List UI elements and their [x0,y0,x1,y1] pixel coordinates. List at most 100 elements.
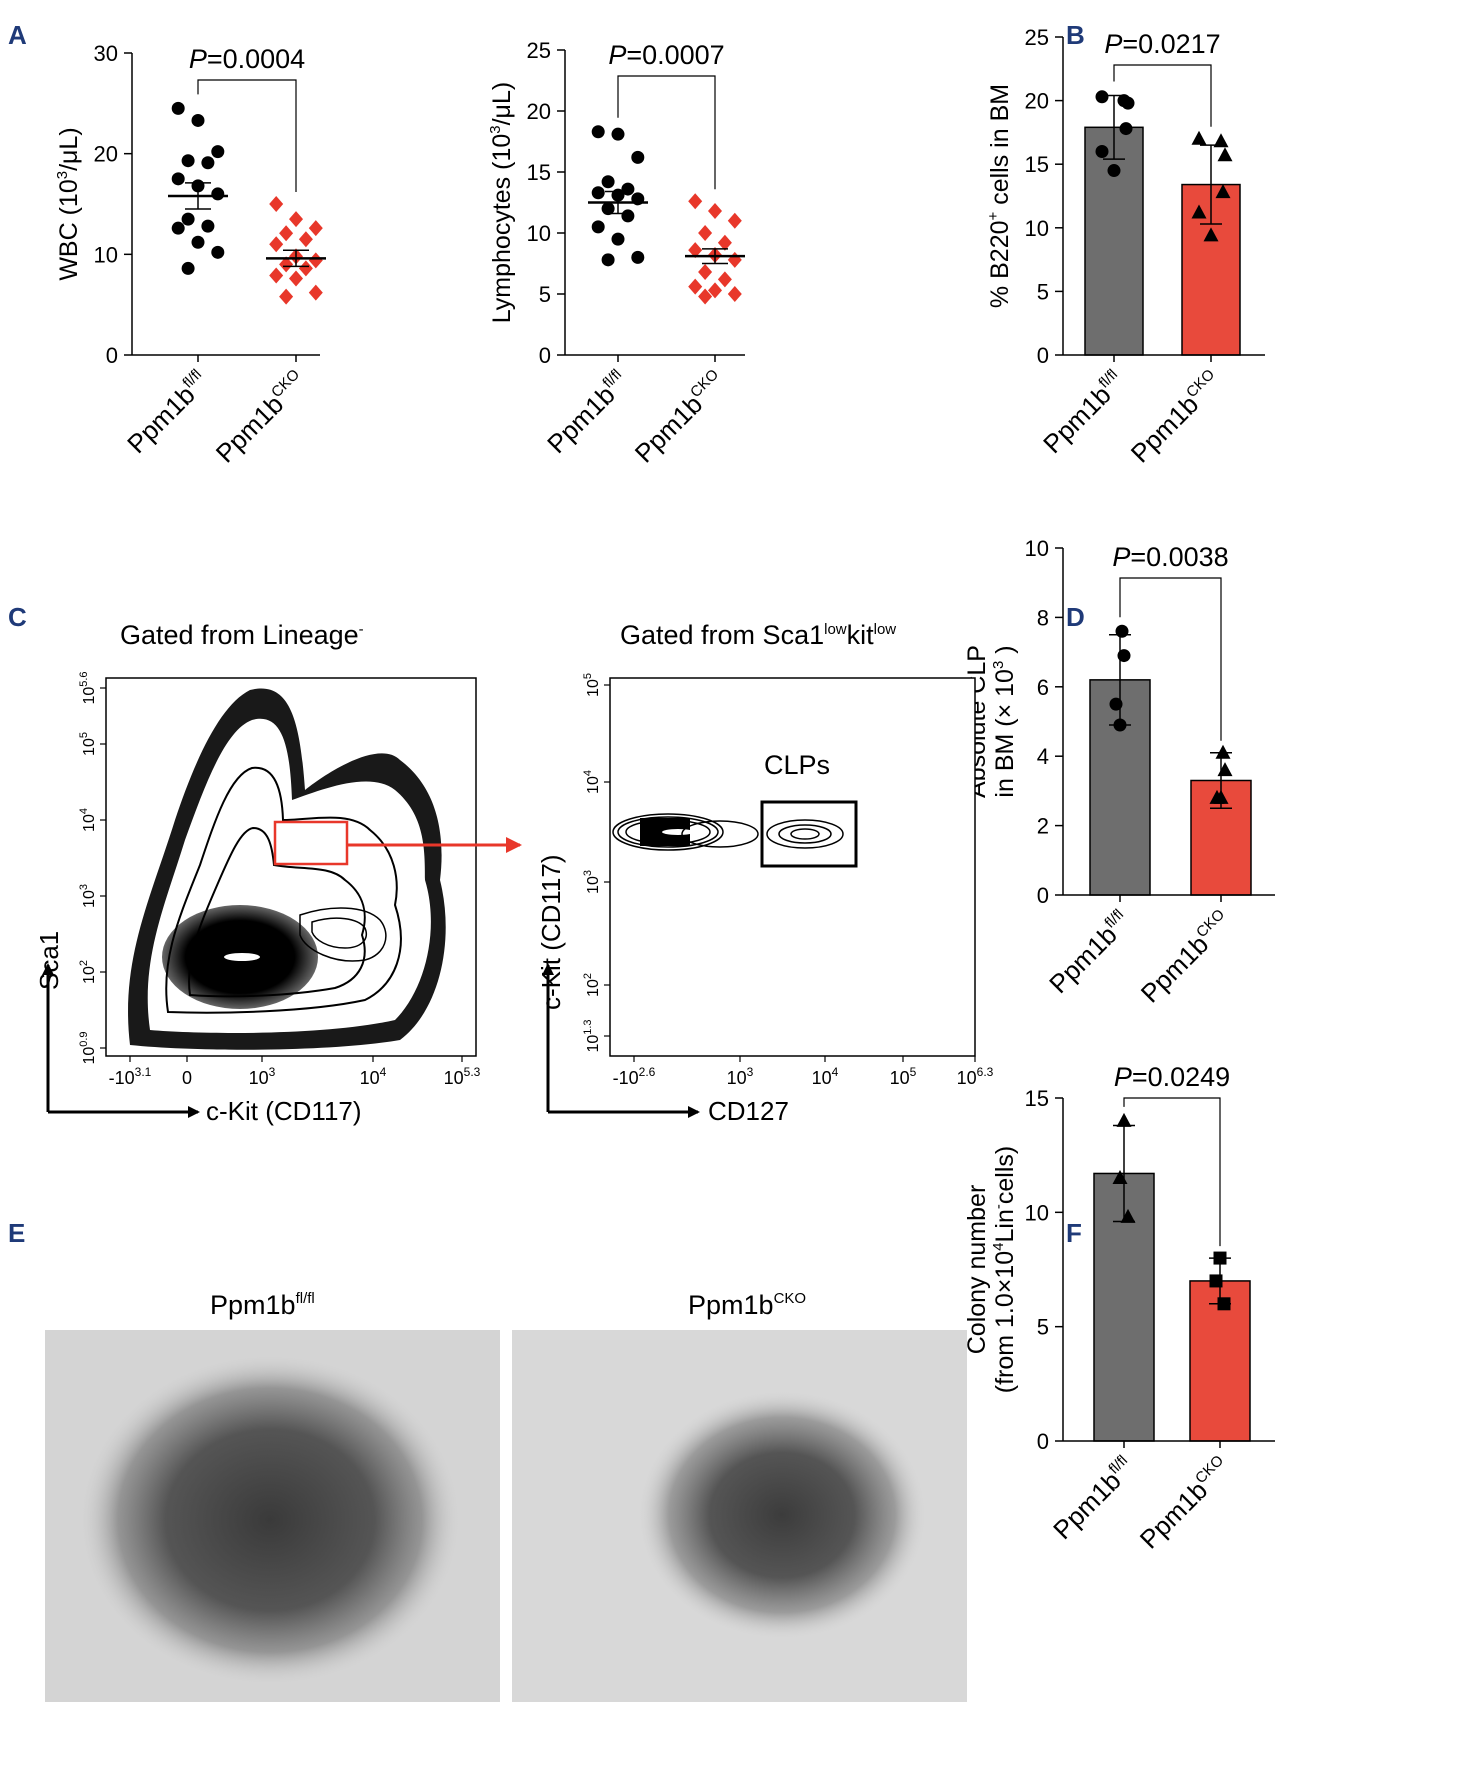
clp-gate-label: CLPs [764,750,830,780]
colony-image-wt [45,1330,500,1702]
y-tick-label: 15 [527,160,551,185]
data-point [181,261,195,275]
data-point [1115,624,1129,638]
data-point [1107,164,1121,178]
panel-label-d: D [1066,602,1085,632]
data-point [1095,90,1109,104]
y-tick-label: 10 [94,242,118,267]
y-tick-label: 30 [94,41,118,66]
data-point [717,271,732,288]
y-tick-label: 103 [582,870,602,894]
bar-wt [1084,126,1144,356]
y-axis-label-line1: Colony number [963,1185,991,1355]
category-label-cko: Ppm1bCKO [1134,1452,1236,1554]
data-point [1191,204,1207,219]
y-tick-label: 20 [1025,89,1049,114]
y-tick-label: 102 [582,973,602,997]
flow-left-plot: Gated from Lineage- -103.1 0 103 104 105.3 10… [34,620,481,1126]
flow-right-ticks: -102.6 103 104 105 106.3 101.3 102 103 104 105 [582,673,994,1088]
category-label-cko: Ppm1bCKO [210,366,312,468]
category-label-cko: Ppm1bCKO [1135,906,1237,1008]
significance-bracket [1119,577,1222,741]
panel-label-c: C [8,602,27,632]
data-point [171,101,185,115]
category-label-wt: Ppm1bfl/fl [1043,906,1136,999]
data-point [631,150,645,164]
significance-bracket [617,75,716,190]
flow-right-ylabel: c-Kit (CD117) [536,854,566,1010]
y-tick-label: 0 [1037,343,1049,368]
data-point [191,113,205,127]
data-point [1191,130,1207,145]
y-tick-label: 100.9 [78,1031,98,1064]
y-tick-label: 103 [78,884,98,908]
data-point [201,219,215,233]
flow-left-gate [273,820,349,866]
panel-label-a: A [8,20,27,50]
x-tick-label: 106.3 [957,1065,994,1088]
data-point [171,221,185,235]
y-tick-label: 104 [582,770,602,794]
data-point [708,282,722,299]
data-point [631,250,645,264]
panel-label-f: F [1066,1218,1082,1248]
significance-bracket [1113,64,1212,127]
data-point [611,127,625,141]
data-point [688,278,703,295]
data-point [688,193,703,210]
data-point [1117,649,1131,663]
significance-bracket [197,79,297,192]
data-point [1121,96,1135,110]
data-point [1213,1251,1227,1265]
p-value: P=0.0038 [1112,542,1228,572]
data-point [171,172,185,186]
data-point [181,154,195,168]
data-point [201,156,215,170]
data-point [1213,789,1229,804]
p-value: P=0.0249 [1114,1062,1230,1092]
y-tick-label: 104 [78,808,98,832]
data-point [211,145,225,159]
data-point [269,196,284,212]
significance-bracket [1123,1097,1221,1247]
y-tick-label: 0 [1037,883,1049,908]
y-tick-label: 25 [527,38,551,63]
y-axis-label: Lymphocytes (103/μL) [487,82,516,323]
y-tick-label: 105.6 [78,671,98,704]
data-point [181,212,195,226]
y-tick-label: 0 [106,343,118,368]
data-point [1217,762,1233,777]
x-tick-label: -103.1 [109,1065,152,1088]
data-point [1120,1208,1136,1223]
data-point [601,253,615,267]
data-point [727,286,742,302]
data-point [1217,1297,1231,1311]
flow-right-title: Gated from Sca1lowkitlow [620,620,896,650]
y-tick-label: 2 [1037,814,1049,839]
data-point [211,245,225,259]
data-point [611,232,625,246]
category-label-wt: Ppm1bfl/fl [121,366,214,459]
category-label-cko: Ppm1bCKO [629,366,731,468]
colony-image-cko [512,1330,967,1702]
data-point [591,186,605,200]
p-value: P=0.0217 [1104,29,1220,59]
x-tick-label: -102.6 [613,1065,656,1088]
data-point [1209,1274,1223,1288]
y-tick-label: 8 [1037,605,1049,630]
data-point [698,264,713,281]
y-axis-label: % B220+ cells in BM [985,84,1014,308]
y-tick-label: 15 [1025,1086,1049,1111]
data-point [1215,184,1231,199]
y-tick-label: 4 [1037,744,1049,769]
p-value: P=0.0007 [608,40,724,70]
data-point [289,270,303,287]
data-point [308,284,323,301]
y-tick-label: 5 [539,282,551,307]
data-point [279,225,294,242]
data-point [1109,697,1123,711]
y-tick-label: 0 [1037,1429,1049,1454]
y-axis-label-line2: in BM (× 103 ) [990,645,1019,797]
data-point [708,203,722,220]
